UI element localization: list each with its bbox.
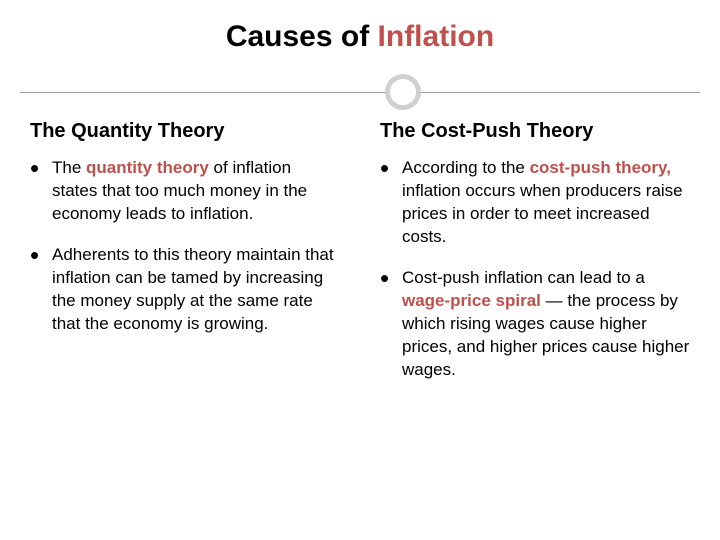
left-bullet-list: The quantity theory of inflation states … [30,157,340,336]
content-columns: The Quantity Theory The quantity theory … [0,120,720,399]
title-text-pre: Causes of [226,20,378,53]
bullet-pre: The [52,158,86,177]
divider-line [20,92,700,93]
slide-title: Causes of Inflation [0,0,720,72]
left-heading: The Quantity Theory [30,120,340,143]
list-item: Cost-push inflation can lead to a wage-p… [380,267,690,382]
list-item: Adherents to this theory maintain that i… [30,244,340,336]
bullet-term: wage-price spiral [402,291,541,310]
left-column: The Quantity Theory The quantity theory … [30,120,340,399]
bullet-pre: According to the [402,158,530,177]
bullet-post: Adherents to this theory maintain that i… [52,245,334,333]
title-text-highlight: Inflation [378,20,495,53]
bullet-pre: Cost-push inflation can lead to a [402,268,645,287]
bullet-post: inflation occurs when producers raise pr… [402,181,683,246]
divider-circle-icon [385,74,421,110]
slide: Causes of Inflation The Quantity Theory … [0,0,720,540]
bullet-term: quantity theory [86,158,209,177]
right-bullet-list: According to the cost-push theory, infla… [380,157,690,381]
list-item: The quantity theory of inflation states … [30,157,340,226]
list-item: According to the cost-push theory, infla… [380,157,690,249]
right-column: The Cost-Push Theory According to the co… [380,120,690,399]
title-divider [0,72,720,112]
bullet-term: cost-push theory, [530,158,671,177]
right-heading: The Cost-Push Theory [380,120,690,143]
